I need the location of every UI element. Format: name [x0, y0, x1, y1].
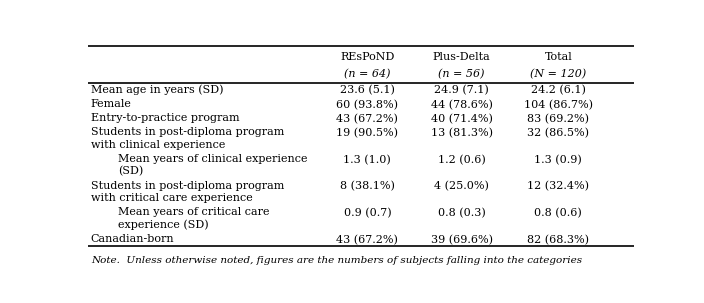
Text: 83 (69.2%): 83 (69.2%): [527, 114, 589, 124]
Text: 0.9 (0.7): 0.9 (0.7): [344, 208, 391, 218]
Text: Mean age in years (SD): Mean age in years (SD): [91, 85, 223, 95]
Text: 32 (86.5%): 32 (86.5%): [527, 128, 589, 138]
Text: Students in post-diploma program: Students in post-diploma program: [91, 127, 284, 137]
Text: Students in post-diploma program: Students in post-diploma program: [91, 181, 284, 191]
Text: 19 (90.5%): 19 (90.5%): [337, 128, 398, 138]
Text: 104 (86.7%): 104 (86.7%): [524, 100, 593, 110]
Text: experience (SD): experience (SD): [118, 220, 208, 230]
Text: 0.8 (0.3): 0.8 (0.3): [438, 208, 486, 218]
Text: 1.3 (1.0): 1.3 (1.0): [344, 155, 391, 165]
Text: Female: Female: [91, 99, 132, 109]
Text: 24.9 (7.1): 24.9 (7.1): [434, 85, 489, 96]
Text: Mean years of clinical experience: Mean years of clinical experience: [118, 154, 308, 164]
Text: 13 (81.3%): 13 (81.3%): [431, 128, 493, 138]
Text: Entry-to-practice program: Entry-to-practice program: [91, 113, 239, 123]
Text: 8 (38.1%): 8 (38.1%): [340, 181, 395, 191]
Text: 12 (32.4%): 12 (32.4%): [527, 181, 589, 191]
Text: 60 (93.8%): 60 (93.8%): [337, 100, 398, 110]
Text: 1.3 (0.9): 1.3 (0.9): [534, 155, 582, 165]
Text: 4 (25.0%): 4 (25.0%): [434, 181, 489, 191]
Text: Total: Total: [544, 52, 572, 62]
Text: 40 (71.4%): 40 (71.4%): [431, 114, 493, 124]
Text: (n = 56): (n = 56): [439, 68, 485, 79]
Text: (SD): (SD): [118, 166, 143, 177]
Text: 1.2 (0.6): 1.2 (0.6): [438, 155, 486, 165]
Text: Plus-Delta: Plus-Delta: [433, 52, 491, 62]
Text: 23.6 (5.1): 23.6 (5.1): [340, 85, 395, 96]
Text: 0.8 (0.6): 0.8 (0.6): [534, 208, 582, 218]
Text: 44 (78.6%): 44 (78.6%): [431, 100, 493, 110]
Text: Canadian-born: Canadian-born: [91, 234, 175, 244]
Text: Note.  Unless otherwise noted, figures are the numbers of subjects falling into : Note. Unless otherwise noted, figures ar…: [91, 256, 582, 265]
Text: (n = 64): (n = 64): [344, 68, 391, 79]
Text: with clinical experience: with clinical experience: [91, 140, 225, 150]
Text: 43 (67.2%): 43 (67.2%): [337, 235, 398, 245]
Text: 24.2 (6.1): 24.2 (6.1): [531, 85, 586, 96]
Text: with critical care experience: with critical care experience: [91, 193, 253, 203]
Text: 82 (68.3%): 82 (68.3%): [527, 235, 589, 245]
Text: 43 (67.2%): 43 (67.2%): [337, 114, 398, 124]
Text: REsPoND: REsPoND: [340, 52, 394, 62]
Text: (N = 120): (N = 120): [530, 68, 586, 79]
Text: Mean years of critical care: Mean years of critical care: [118, 207, 270, 217]
Text: 39 (69.6%): 39 (69.6%): [431, 235, 493, 245]
